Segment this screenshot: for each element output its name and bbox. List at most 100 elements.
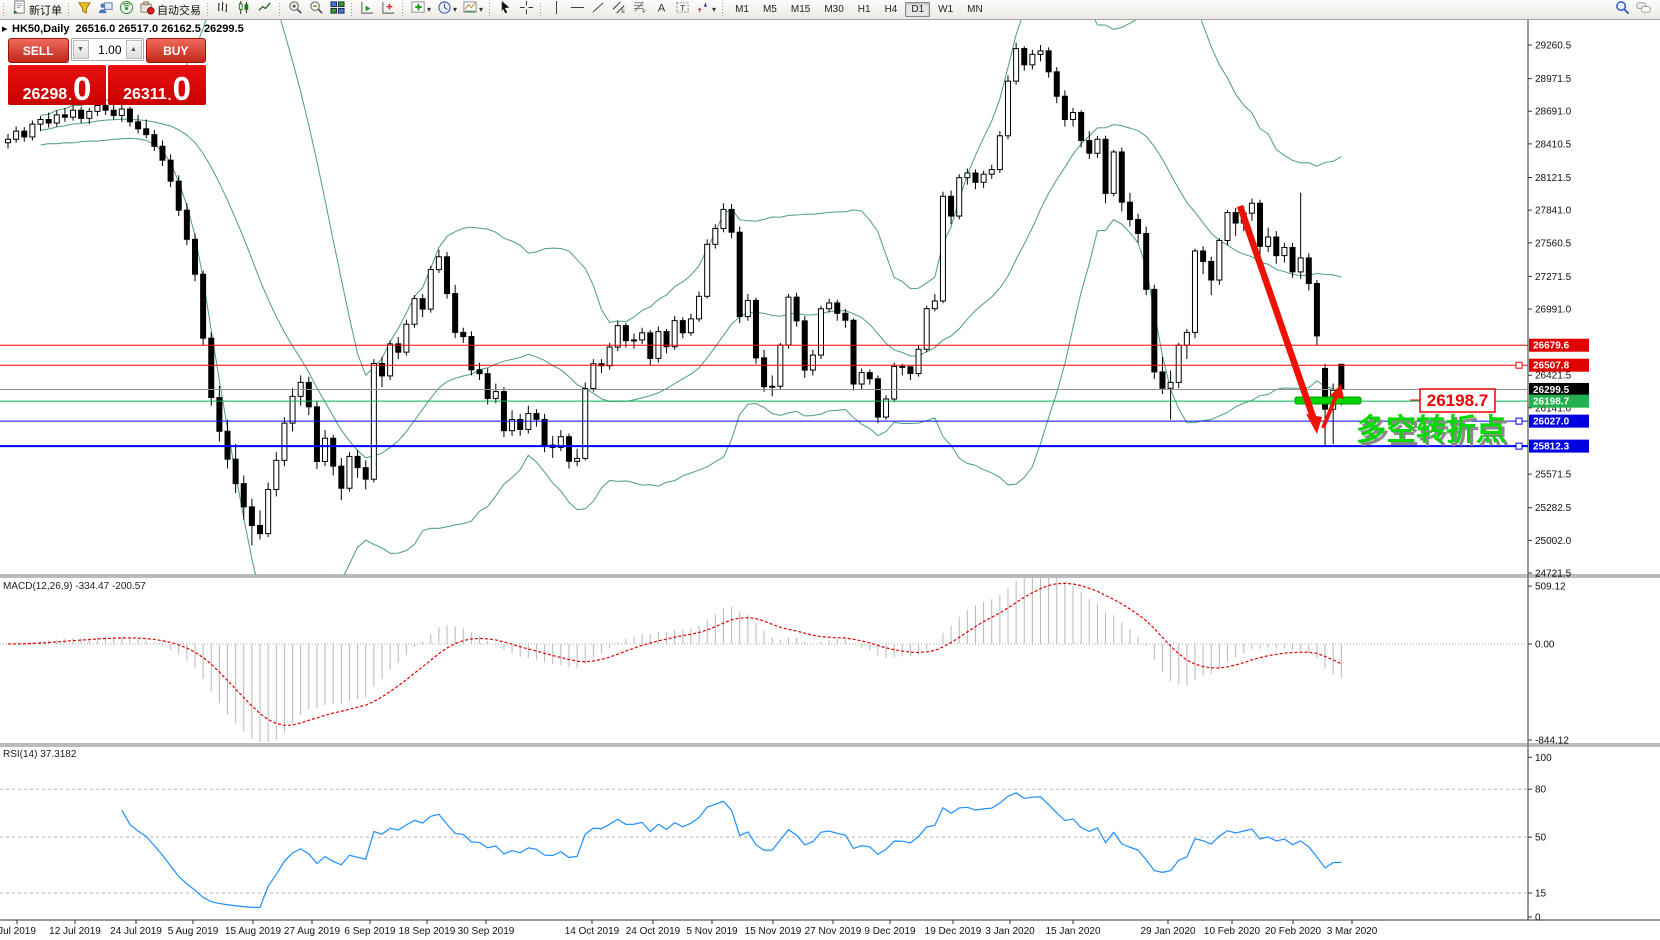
price-tag [1529,439,1589,453]
buy-price-display[interactable]: 26311. 0 [108,65,206,105]
toolbar-grip [721,3,726,16]
price-axis: 29260.5 28971.5 28691.0 28410.5 28121.5 27841… [1528,41,1589,579]
timeframe-m15-button[interactable]: M15 [790,4,811,15]
svg-text:12 Jul 2019: 12 Jul 2019 [49,926,101,937]
svg-text:27560.5: 27560.5 [1535,238,1572,249]
timeframe-m5-button[interactable]: M5 [762,4,777,15]
sell-button[interactable]: SELL [8,38,69,63]
horizontal-line-button[interactable] [567,0,588,19]
time-axis: Jul 2019 12 Jul 2019 24 Jul 2019 5 Aug 2019… [0,920,1378,937]
zoom-out-button[interactable] [306,0,327,19]
autotrading-button[interactable]: 自动交易 [137,0,204,19]
price-annotation-label[interactable]: 26198.7 [1410,388,1496,413]
templates-icon [463,0,478,20]
candlesticks [5,42,1345,546]
text-tool-button[interactable]: A [651,0,672,19]
zoom-out-icon [309,0,324,20]
svg-text:18 Sep 2019: 18 Sep 2019 [399,926,456,937]
equidistant-channel-button[interactable]: E [609,0,630,19]
timeframe-h4-button[interactable]: H4 [884,4,898,15]
svg-text:26991.0: 26991.0 [1535,304,1572,315]
svg-text:5 Nov 2019: 5 Nov 2019 [686,926,738,937]
timeframe-w1-button[interactable]: W1 [938,4,954,15]
bar-chart-icon [216,0,231,20]
line-chart-icon [258,0,273,20]
macd-label: MACD(12,26,9) -334.47 -200.57 [3,581,146,592]
svg-text:509.12: 509.12 [1535,582,1566,593]
buy-button[interactable]: BUY [145,38,206,63]
line-chart-mode-button[interactable] [255,0,276,19]
zoom-in-button[interactable] [285,0,306,19]
tile-windows-icon [330,0,345,20]
new-order-button[interactable]: 新订单 [9,0,65,19]
market-watch-button[interactable] [95,0,116,19]
trend-arrow-down[interactable] [1236,204,1322,434]
tile-windows-button[interactable] [327,0,348,19]
svg-text:26421.5: 26421.5 [1535,371,1572,382]
ohlc-values: 26516.0 26517.0 26162.5 26299.5 [75,23,244,35]
symbol-period-label: HK50,Daily [12,23,70,35]
chevron-down-icon: ▾ [479,5,484,14]
timeframe-m30-button[interactable]: M30 [824,4,844,15]
trendline-button[interactable] [588,0,609,19]
timeframe-mn-button[interactable]: MN [967,4,983,15]
templates-button[interactable]: ▾ [460,0,486,19]
vertical-line-button[interactable] [546,0,567,19]
market-watch-icon [98,0,113,20]
rsi-indicator [0,788,1528,909]
indicators-button[interactable]: ▾ [408,0,434,19]
trendline-icon [591,0,606,20]
channel-icon: E [612,0,627,20]
text-label-button[interactable]: T [672,0,693,19]
svg-text:5 Aug 2019: 5 Aug 2019 [168,926,219,937]
auto-scroll-button[interactable] [357,0,378,19]
timeframe-d1-button[interactable]: D1 [905,2,931,17]
svg-text:27 Nov 2019: 27 Nov 2019 [805,926,862,937]
arrows-tool-button[interactable]: ▾ [693,0,719,19]
svg-text:15 Jan 2020: 15 Jan 2020 [1045,926,1100,937]
volume-decrease-button[interactable]: ▼ [72,40,89,59]
horizontal-line-objects[interactable] [0,344,1528,450]
svg-text:29260.5: 29260.5 [1535,41,1572,52]
chart-shift-button[interactable] [378,0,399,19]
timeframe-h1-button[interactable]: H1 [857,4,871,15]
toolbar-grip [401,3,405,16]
svg-text:27 Aug 2019: 27 Aug 2019 [284,926,341,937]
candle-chart-mode-button[interactable] [234,0,255,19]
toolbar-grip [350,3,354,16]
toolbar-grip [539,3,544,16]
green-highlight-bar[interactable] [1294,396,1362,405]
svg-text:27271.5: 27271.5 [1535,272,1572,283]
svg-text:26027.0: 26027.0 [1533,417,1570,428]
chat-button[interactable] [1633,0,1654,19]
periods-button[interactable]: ▾ [434,0,460,19]
bar-chart-mode-button[interactable] [213,0,234,19]
svg-text:0.00: 0.00 [1535,640,1555,651]
fibonacci-icon: F [633,0,648,20]
sell-price-display[interactable]: 26298. 0 [8,65,106,105]
crosshair-button[interactable] [516,0,537,19]
svg-text:多空转折点: 多空转折点 [1359,417,1509,450]
svg-text:28691.0: 28691.0 [1535,107,1572,118]
volume-increase-button[interactable]: ▲ [125,40,142,59]
signals-button[interactable] [116,0,137,19]
chevron-down-icon: ▾ [453,5,458,14]
cursor-icon [498,0,513,20]
timeframe-m1-button[interactable]: M1 [735,4,749,15]
cursor-button[interactable] [495,0,516,19]
svg-text:28410.5: 28410.5 [1535,139,1572,150]
fibonacci-button[interactable]: F [630,0,651,19]
svg-text:26679.6: 26679.6 [1533,341,1570,352]
svg-text:T: T [680,2,685,12]
search-button[interactable] [1612,0,1633,19]
volume-input[interactable] [89,39,125,60]
profile-button[interactable] [74,0,95,19]
trend-arrow-up[interactable] [1321,384,1344,429]
text-icon: A [654,0,669,20]
one-click-trading-panel: SELL ▼ ▲ BUY 26298.0 26311.0 [8,38,206,105]
svg-text:Jul 2019: Jul 2019 [0,926,36,937]
svg-text:15: 15 [1535,889,1547,900]
chart-marker-icon: ▶ [2,26,8,33]
